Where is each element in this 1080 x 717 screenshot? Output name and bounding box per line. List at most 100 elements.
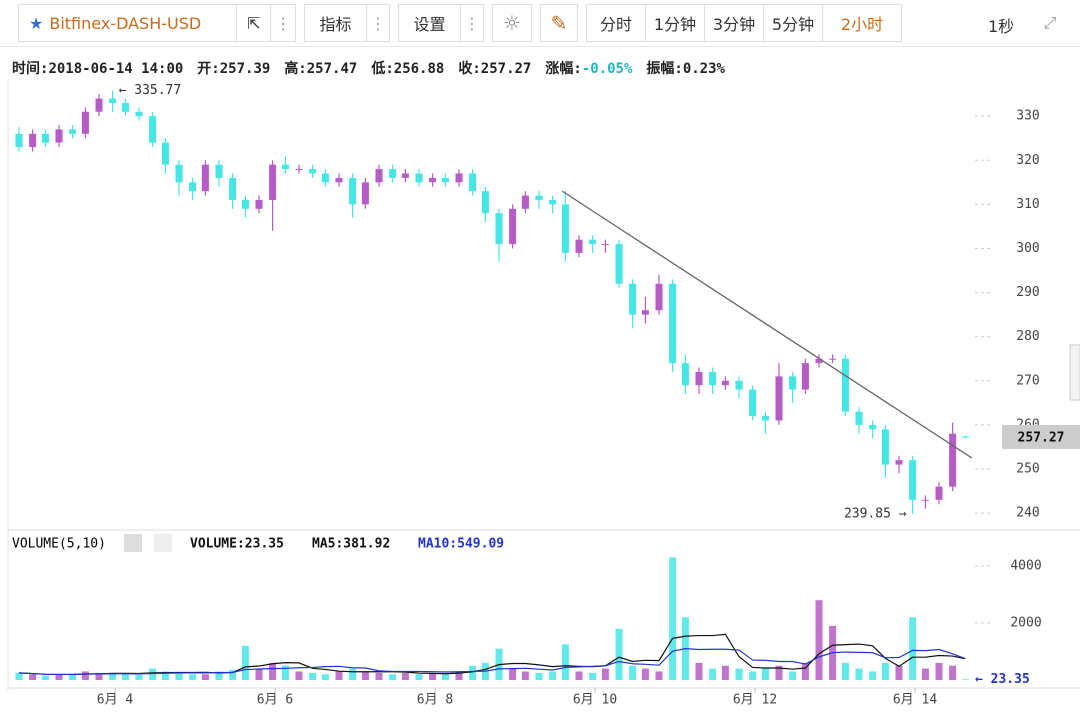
candle-body	[121, 102, 129, 112]
period[interactable]: 2小时	[840, 15, 884, 34]
volume-bar	[709, 668, 717, 680]
volume-bar	[549, 671, 557, 680]
candle-body	[295, 169, 303, 171]
volume-bar	[29, 674, 37, 680]
candle-body	[561, 204, 569, 253]
volume-bar	[841, 662, 849, 680]
volume-bar	[349, 668, 357, 680]
info-value: 256.88	[393, 61, 445, 77]
indicators[interactable]: 指标	[305, 5, 367, 41]
volume-bar	[909, 617, 917, 680]
volume-bar	[201, 674, 209, 680]
x-tick-label: 6月 8	[417, 693, 453, 708]
info-item: 开:257.39	[197, 61, 270, 77]
volume-bar	[575, 671, 583, 680]
y-tick-label: 300	[1016, 241, 1039, 256]
close-button[interactable]	[154, 534, 172, 552]
period[interactable]: 分时	[587, 5, 646, 41]
ma-line	[18, 648, 966, 676]
candle-body	[321, 173, 329, 183]
fullscreen[interactable]: ⤢	[1030, 4, 1070, 42]
candle-body	[455, 173, 463, 183]
candle-body	[841, 358, 849, 412]
candle-body	[41, 133, 49, 143]
period[interactable]: 5分钟	[764, 5, 823, 41]
high-label: ← 335.77	[119, 83, 182, 98]
x-tick-label: 6月 14	[893, 693, 937, 708]
indicators-box[interactable]: 指标 ⋮	[304, 4, 390, 42]
candle-body	[761, 416, 769, 421]
candle-body	[801, 363, 809, 390]
candle-body	[389, 169, 397, 178]
period[interactable]: 1分钟	[646, 5, 705, 41]
settings-box[interactable]: 设置 ⋮	[398, 4, 484, 42]
candle-body	[615, 244, 623, 284]
volume-bar	[881, 662, 889, 680]
candle-body	[721, 380, 729, 386]
volume-bar	[269, 662, 277, 680]
volume-bar	[321, 674, 329, 680]
candle-body	[441, 177, 449, 183]
y-tick-label: 4000	[1010, 559, 1041, 574]
volume-bar	[869, 671, 877, 680]
volume-bar	[15, 672, 23, 680]
volume-bar	[749, 671, 757, 680]
candle-body	[401, 173, 409, 178]
volume-bar	[149, 668, 157, 680]
candle-body	[95, 98, 103, 112]
info-label: 高:	[284, 61, 307, 77]
popout-icon[interactable]: ⇱	[237, 5, 272, 41]
volume-bar	[601, 668, 609, 680]
symbol-text: Bitfinex-DASH-USD	[49, 13, 202, 33]
volume-bar	[361, 671, 369, 680]
candle-body	[309, 169, 317, 174]
candle-body	[55, 129, 63, 143]
volume-bar	[55, 674, 63, 680]
star-icon: ★	[29, 13, 44, 33]
candle-body	[229, 177, 237, 200]
x-tick-label: 6月 12	[733, 693, 777, 708]
info-item: 振幅:0.23%	[646, 61, 725, 77]
info-label: 收:	[458, 61, 481, 77]
more[interactable]: ⋮	[464, 13, 480, 33]
side-toggle[interactable]	[1069, 344, 1080, 401]
more[interactable]: ⋮	[370, 13, 386, 33]
volume-bar	[135, 674, 143, 680]
y-tick-label: 330	[1016, 109, 1039, 124]
candle-body	[535, 195, 543, 200]
refresh[interactable]: 1秒	[988, 17, 1015, 36]
candle-body	[335, 177, 343, 183]
volume-bar	[469, 665, 477, 680]
candle-body	[681, 363, 689, 386]
y-tick-label: 250	[1016, 461, 1039, 476]
period[interactable]: 3分钟	[705, 5, 764, 41]
y-tick-label: 310	[1016, 197, 1039, 212]
candle-body	[415, 173, 423, 183]
volume-bar	[41, 675, 49, 680]
candle-body	[921, 499, 929, 501]
volume-bar	[241, 645, 249, 680]
trendline	[561, 190, 973, 459]
volume-bar	[455, 671, 463, 680]
candle-body	[589, 239, 597, 245]
volume-bar	[855, 668, 863, 680]
volume-bar	[161, 671, 169, 680]
candle-body	[949, 433, 957, 487]
draw-button[interactable]: ✎	[540, 4, 578, 42]
more[interactable]: ⋮	[275, 13, 292, 33]
volume-bar	[535, 672, 543, 680]
candle-body	[161, 142, 169, 165]
volume-bar	[95, 672, 103, 680]
low-label: 239.85 →	[844, 506, 907, 521]
symbol-box[interactable]: ★ Bitfinex-DASH-USD ⇱ ⋮	[18, 4, 296, 42]
settings[interactable]: 设置	[399, 5, 461, 41]
info-label: 振幅:	[646, 61, 683, 77]
volume-bar	[81, 671, 89, 680]
symbol[interactable]: ★ Bitfinex-DASH-USD	[19, 5, 238, 41]
candle-body	[575, 239, 583, 253]
theme-button[interactable]: ☼	[492, 4, 532, 42]
volume-bar	[521, 671, 529, 680]
gear-button[interactable]	[124, 534, 142, 552]
